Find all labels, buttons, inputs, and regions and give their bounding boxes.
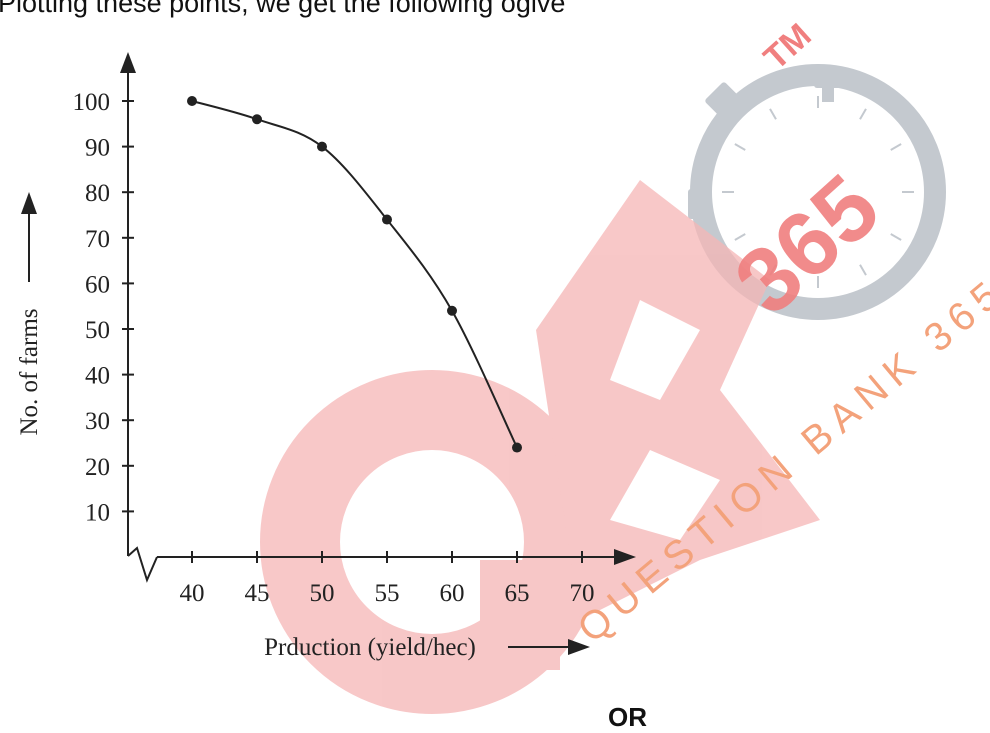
- data-point: [317, 141, 327, 152]
- data-point: [447, 305, 457, 316]
- stopwatch-tick: [734, 143, 746, 151]
- data-point: [252, 114, 262, 125]
- y-title-arrow-head: [21, 192, 37, 214]
- x-tick-label: 45: [245, 580, 270, 607]
- y-tick-label: 60: [85, 271, 110, 298]
- stopwatch-crown: [814, 66, 842, 88]
- stopwatch-tick: [890, 233, 902, 241]
- stopwatch-tick: [890, 143, 902, 151]
- x-title-arrow-head: [568, 639, 590, 655]
- x-tick-label: 55: [375, 580, 400, 607]
- x-axis-arrow: [614, 549, 636, 565]
- x-axis-title: Prduction (yield/hec): [264, 634, 476, 661]
- y-axis-arrow: [120, 52, 136, 73]
- y-tick-label: 90: [85, 135, 110, 162]
- y-tick-label: 10: [85, 499, 110, 526]
- y-tick-label: 30: [85, 408, 110, 435]
- y-axis-ticks: 10 20 30 40 50 60 70 80 90 100: [73, 89, 134, 526]
- y-axis-title: No. of farms: [16, 308, 43, 435]
- x-tick-label: 70: [570, 580, 595, 607]
- stopwatch-tick: [769, 108, 777, 120]
- y-tick-label: 40: [85, 363, 110, 390]
- y-tick-label: 100: [73, 89, 111, 116]
- y-tick-label: 70: [85, 226, 110, 253]
- qb-logo-watermark: [260, 180, 820, 714]
- stopwatch-tick: [859, 108, 867, 120]
- data-point: [512, 442, 522, 453]
- data-point: [382, 214, 392, 225]
- ogive-chart: 365 TM QUESTION BANK 365 102030405060708…: [16, 16, 990, 714]
- x-tick-label: 50: [310, 580, 335, 607]
- stopwatch-tick: [734, 233, 746, 241]
- y-tick-label: 50: [85, 317, 110, 344]
- axis-titles: Prduction (yield/hec) No. of farms: [16, 192, 590, 661]
- qb-b-hole-bottom: [610, 450, 720, 540]
- or-text: OR: [608, 702, 647, 732]
- stopwatch-stem: [822, 86, 834, 102]
- axis-break: [127, 546, 158, 583]
- qb-b-hole-top: [610, 300, 700, 400]
- intro-text: Plotting these points, we get the follow…: [0, 0, 566, 18]
- stopwatch-watermark: [688, 64, 946, 320]
- stopwatch-tick: [859, 264, 867, 276]
- qb-q-tail: [480, 560, 560, 670]
- y-tick-label: 80: [85, 180, 110, 207]
- stopwatch-tick: [769, 264, 777, 276]
- data-point: [187, 96, 197, 106]
- chart-series: [187, 96, 522, 453]
- x-axis-ticks: 40 45 50 55 60 65 70: [180, 551, 595, 607]
- x-tick-label: 40: [180, 580, 205, 607]
- chart-axes: [120, 52, 636, 583]
- stopwatch-ticks: [722, 96, 914, 288]
- stopwatch-side-button: [688, 189, 710, 219]
- x-tick-label: 60: [440, 580, 465, 607]
- qb-letter-q: [260, 370, 604, 714]
- x-tick-label: 65: [505, 580, 530, 607]
- stopwatch-button: [705, 82, 747, 124]
- qb-letter-b: [536, 180, 820, 620]
- y-tick-label: 20: [85, 454, 110, 481]
